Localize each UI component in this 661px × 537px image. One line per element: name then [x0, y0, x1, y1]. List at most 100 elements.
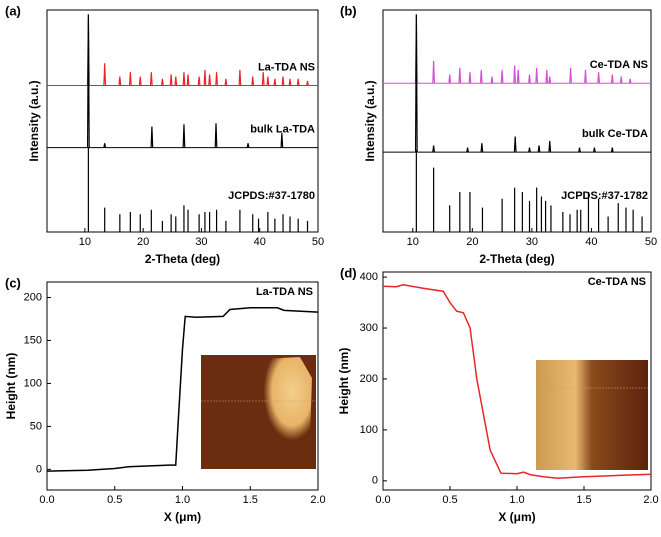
peak [182, 124, 186, 148]
x-tick-label: 10 [79, 236, 91, 248]
peak [288, 78, 292, 86]
profile-title: La-TDA NS [256, 286, 313, 298]
x-tick-label: 1.5 [243, 494, 258, 506]
x-tick-label: 1.5 [576, 494, 591, 506]
peak [548, 76, 552, 84]
x-axis-title: X (μm) [164, 510, 201, 524]
y-tick-label: 0 [36, 463, 42, 475]
peak [610, 74, 614, 84]
x-tick-label: 1.0 [175, 494, 190, 506]
peak [516, 69, 520, 84]
x-axis-title: X (μm) [498, 510, 535, 524]
peak [103, 143, 107, 148]
x-axis-title: 2-Theta (deg) [145, 252, 220, 266]
peak [215, 72, 218, 86]
y-tick-label: 100 [24, 377, 42, 389]
x-tick-label: 40 [585, 236, 597, 248]
peak [273, 78, 277, 86]
x-tick-label: 2.0 [643, 494, 658, 506]
trace-label: La-TDA NS [258, 61, 315, 73]
peak [432, 145, 436, 153]
peak [138, 76, 142, 86]
peak [468, 72, 472, 84]
y-tick-label: 50 [30, 420, 42, 432]
peak [197, 76, 201, 86]
panel-label: (a) [5, 3, 21, 18]
y-tick-label: 0 [372, 475, 378, 487]
peak [281, 76, 285, 86]
peak [238, 69, 242, 86]
peak [569, 67, 572, 84]
peak [513, 136, 517, 153]
peak [182, 72, 186, 86]
peak [150, 126, 154, 148]
profile-title: Ce-TDA NS [588, 276, 646, 288]
peak [128, 72, 132, 86]
profile-line [382, 283, 652, 480]
y-tick-label: 150 [24, 334, 42, 346]
peak [537, 145, 541, 153]
afm-inset-c [201, 355, 316, 469]
x-tick-label: 30 [526, 236, 538, 248]
y-tick-label: 200 [24, 291, 42, 303]
x-tick-label: 20 [137, 236, 149, 248]
peak [619, 76, 623, 84]
peak [296, 78, 300, 86]
peak [578, 147, 581, 153]
peak [118, 76, 122, 86]
peak [479, 69, 483, 84]
x-tick-label: 0.5 [107, 494, 122, 506]
trace-label: Ce-TDA NS [590, 59, 648, 71]
x-tick-label: 0.5 [442, 494, 457, 506]
peak [528, 74, 531, 84]
y-axis-title: Height (nm) [4, 353, 18, 420]
peak [280, 133, 284, 148]
x-tick-label: 40 [254, 236, 266, 248]
peak [306, 80, 309, 86]
peak [203, 69, 207, 86]
peak [414, 14, 418, 153]
y-axis-title: Intensity (a.u.) [27, 80, 41, 161]
x-tick-label: 20 [466, 236, 478, 248]
x-tick-label: 0.0 [39, 494, 54, 506]
x-tick-label: 0.0 [375, 494, 390, 506]
peak [584, 69, 587, 84]
peak [610, 147, 614, 153]
peak [160, 78, 164, 86]
trace-label: JCPDS:#37-1780 [228, 190, 315, 202]
peak [432, 61, 436, 84]
y-axis-title: Intensity (a.u.) [363, 80, 377, 161]
peak [628, 78, 632, 84]
peak [103, 63, 107, 86]
peak [500, 69, 504, 84]
peak [593, 147, 596, 153]
peak [466, 147, 469, 153]
peak [513, 65, 517, 84]
x-tick-label: 10 [407, 236, 419, 248]
peak [490, 76, 494, 84]
afm-inset-d [536, 360, 648, 470]
x-tick-label: 1.0 [509, 494, 524, 506]
y-tick-label: 200 [360, 373, 378, 385]
y-tick-label: 400 [360, 271, 378, 283]
peak [186, 74, 190, 86]
panel-label: (b) [340, 3, 357, 18]
peak [149, 72, 153, 86]
profile-line [46, 307, 319, 472]
y-tick-label: 100 [360, 424, 378, 436]
panel-label: (d) [340, 265, 357, 280]
trace-label: bulk La-TDA [250, 124, 315, 136]
panel-label: (c) [5, 275, 21, 290]
peak [224, 78, 228, 86]
trace-label: JCPDS:#37-1782 [561, 190, 648, 202]
x-axis-title: 2-Theta (deg) [479, 252, 554, 266]
peak [208, 74, 211, 86]
x-tick-label: 30 [195, 236, 207, 248]
peak [246, 143, 250, 148]
peak [448, 74, 452, 84]
peak [251, 76, 255, 86]
peak [548, 140, 552, 153]
peak [535, 67, 539, 84]
peak [528, 147, 531, 153]
